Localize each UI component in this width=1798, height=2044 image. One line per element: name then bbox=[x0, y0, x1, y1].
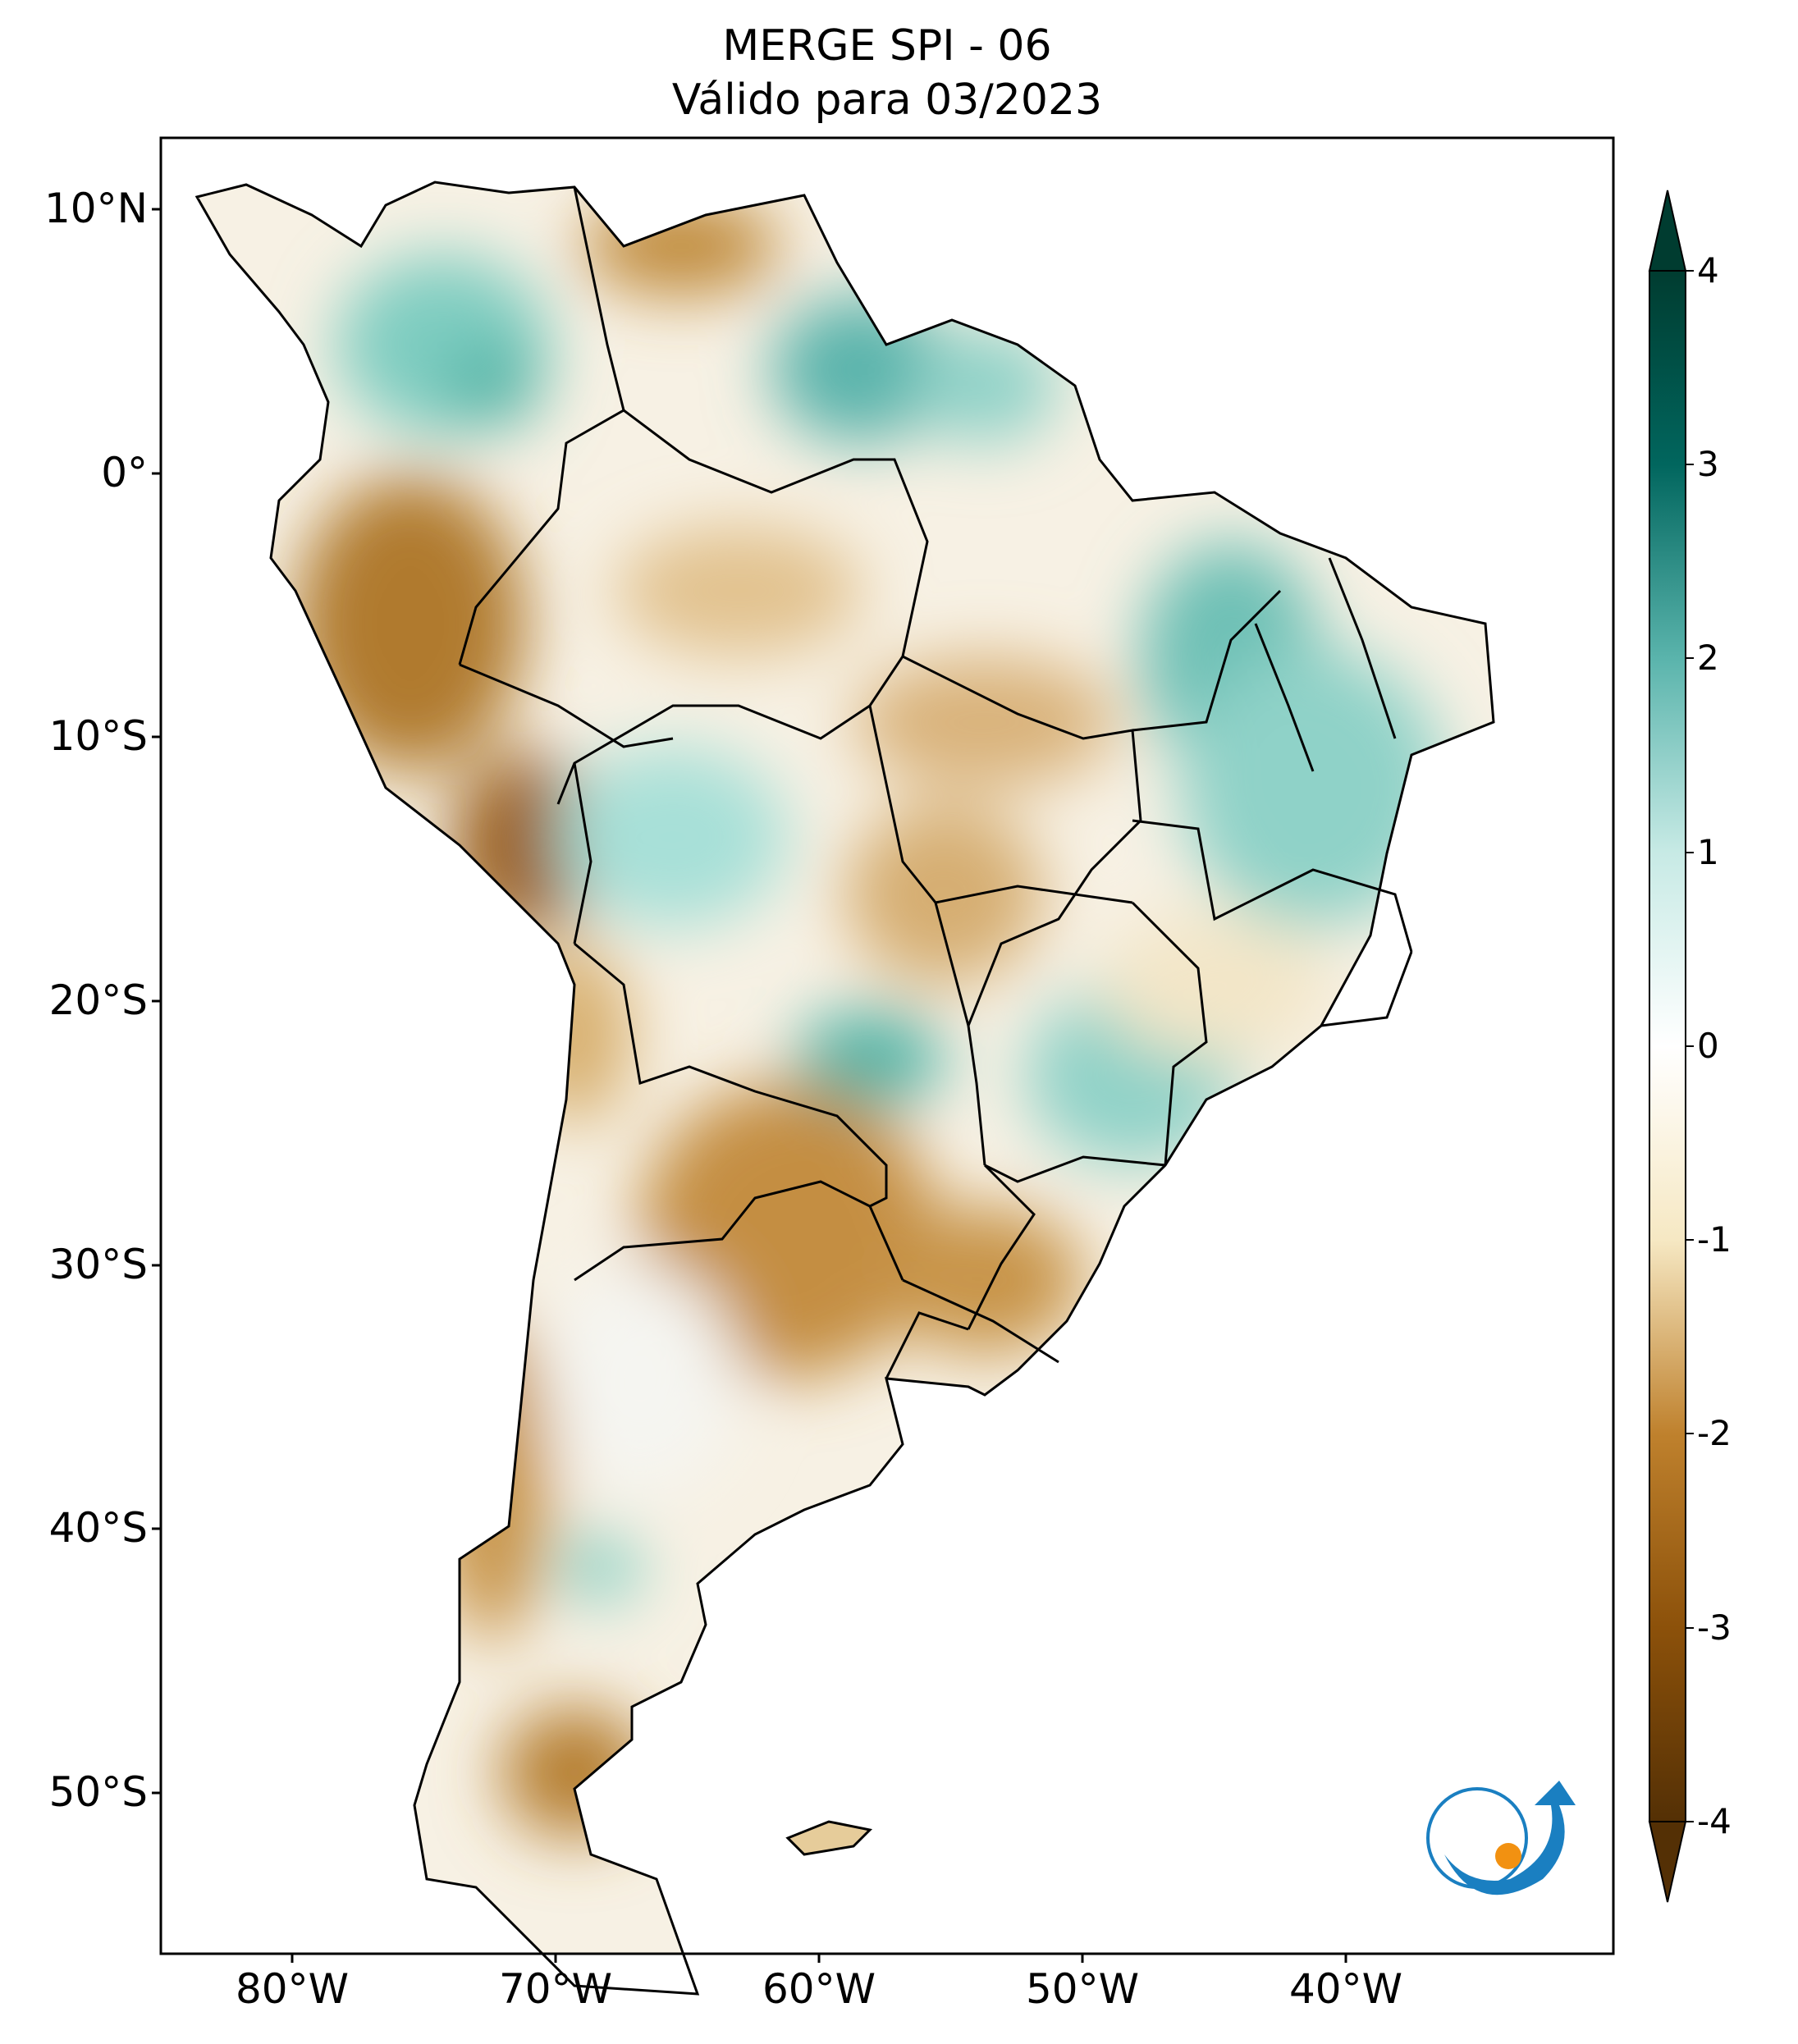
inpe-logo bbox=[1426, 1781, 1576, 1895]
colorbar-tick: -3 bbox=[1697, 1607, 1732, 1648]
colorbar-tick: -2 bbox=[1697, 1413, 1732, 1453]
lon-label-80w: 80°W bbox=[235, 1965, 350, 2013]
map-subtitle: Válido para 03/2023 bbox=[671, 75, 1103, 125]
colorbar-tick: 2 bbox=[1697, 638, 1719, 678]
lat-label-0: 0° bbox=[101, 449, 148, 496]
colorbar-tick: -1 bbox=[1697, 1219, 1732, 1260]
colorbar-tick: 0 bbox=[1697, 1026, 1719, 1066]
colorbar-tick: 3 bbox=[1697, 444, 1719, 484]
colorbar bbox=[1648, 190, 1694, 1903]
lat-label-30s: 30°S bbox=[48, 1241, 148, 1288]
lat-label-20s: 20°S bbox=[48, 976, 148, 1024]
map-border bbox=[159, 136, 1615, 1955]
colorbar-tick: 1 bbox=[1697, 832, 1719, 872]
lon-label-40w: 40°W bbox=[1288, 1965, 1403, 2013]
lon-label-50w: 50°W bbox=[1025, 1965, 1140, 2013]
lat-label-10s: 10°S bbox=[48, 712, 148, 760]
lon-label-70w: 70°W bbox=[498, 1965, 613, 2013]
lat-label-50s: 50°S bbox=[48, 1768, 148, 1816]
colorbar-tick: -4 bbox=[1697, 1801, 1732, 1841]
lat-label-10n: 10°N bbox=[43, 185, 148, 232]
lon-label-60w: 60°W bbox=[762, 1965, 876, 2013]
political-borders bbox=[458, 186, 1413, 1379]
axis-ticks bbox=[152, 208, 1347, 1963]
colorbar-tick: 4 bbox=[1697, 250, 1719, 290]
falkland-islands bbox=[785, 1820, 873, 1856]
map-title: MERGE SPI - 06 bbox=[722, 21, 1052, 71]
lat-label-40s: 40°S bbox=[48, 1504, 148, 1552]
